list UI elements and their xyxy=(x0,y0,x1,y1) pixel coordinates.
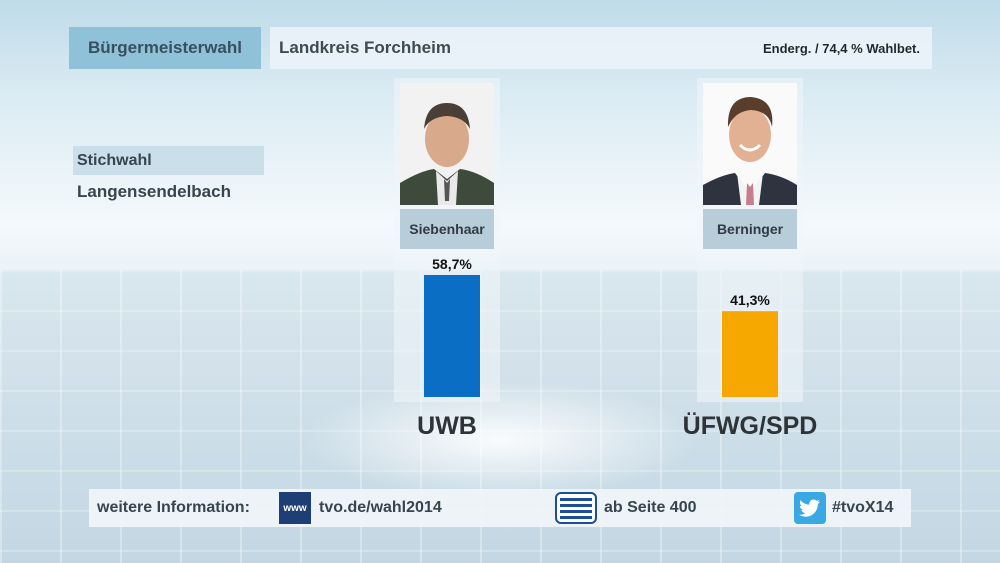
candidate-column-2: Berninger xyxy=(697,78,803,402)
twitter-hashtag[interactable]: #tvoX14 xyxy=(832,499,894,516)
header-bar: Landkreis Forchheim Enderg. / 74,4 % Wah… xyxy=(270,27,932,69)
candidate-name-2: Berninger xyxy=(703,209,797,249)
candidate-column-1: Siebenhaar xyxy=(394,78,500,402)
web-link[interactable]: tvo.de/wahl2014 xyxy=(319,499,442,516)
region-label: Landkreis Forchheim xyxy=(279,38,451,57)
election-title: Bürgermeisterwahl xyxy=(69,27,261,69)
footer-label: weitere Information: xyxy=(97,499,250,516)
www-icon: www xyxy=(279,492,311,524)
party-label-2: ÜFWG/SPD xyxy=(682,412,818,440)
candidate-name-1: Siebenhaar xyxy=(400,209,494,249)
candidate-photo-1 xyxy=(400,83,494,205)
candidate-photo-2 xyxy=(703,83,797,205)
info-footer: weitere Information: www tvo.de/wahl2014… xyxy=(89,489,911,527)
background-glow xyxy=(300,380,700,500)
twitter-icon xyxy=(794,492,826,524)
round-label: Stichwahl xyxy=(73,146,264,175)
teletext-icon xyxy=(555,492,597,524)
status-label: Enderg. / 74,4 % Wahlbet. xyxy=(763,40,920,56)
place-label: Langensendelbach xyxy=(77,182,231,201)
party-label-1: UWB xyxy=(417,412,477,440)
teletext-page: ab Seite 400 xyxy=(604,499,697,516)
